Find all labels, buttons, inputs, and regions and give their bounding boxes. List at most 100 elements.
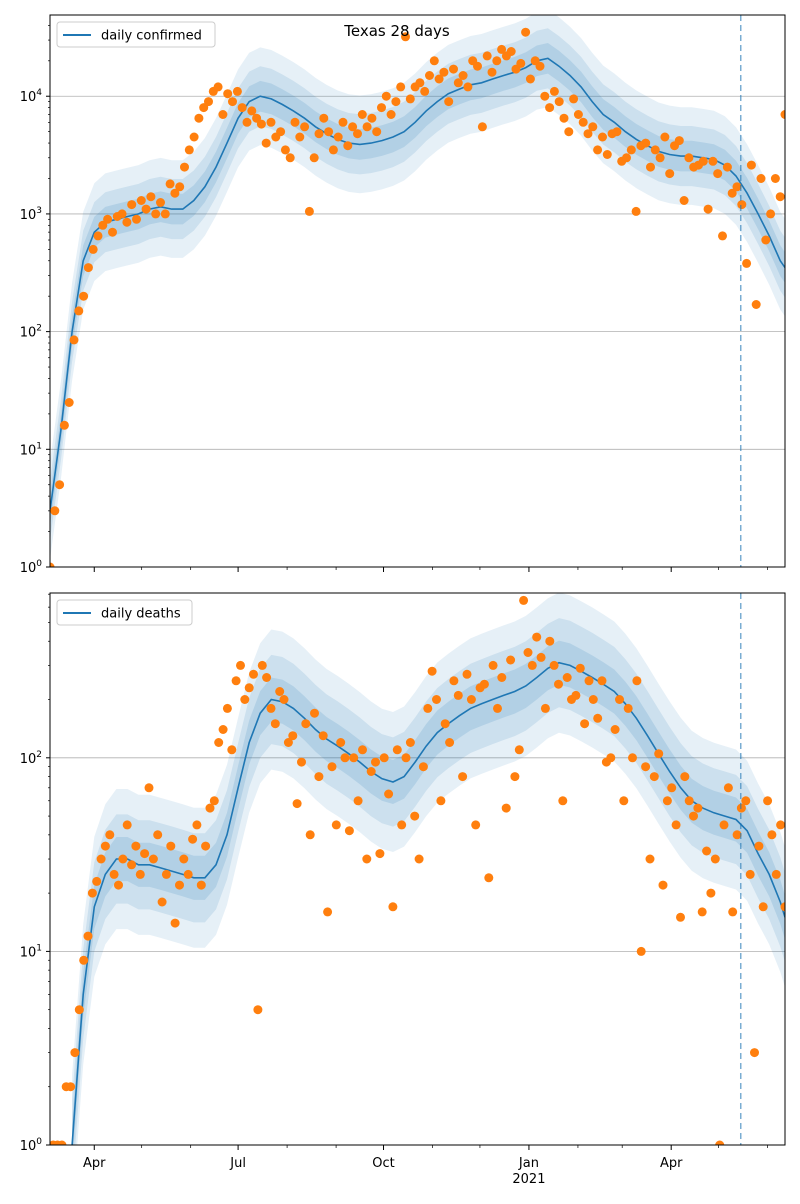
- data-point: [50, 506, 60, 516]
- data-point: [598, 132, 607, 142]
- confidence-band: [72, 640, 785, 1145]
- y-tick-label: 101: [20, 441, 42, 458]
- data-point: [98, 220, 108, 230]
- data-point: [770, 174, 780, 183]
- data-point: [493, 703, 502, 713]
- data-point: [309, 153, 319, 163]
- data-point: [256, 119, 266, 129]
- data-point: [160, 209, 170, 219]
- x-tick-year-label: 2021: [512, 1172, 545, 1187]
- data-point: [218, 725, 228, 734]
- data-point: [719, 820, 729, 830]
- data-point: [658, 880, 668, 890]
- data-point: [514, 745, 524, 755]
- data-point: [758, 902, 768, 912]
- data-point: [105, 830, 115, 840]
- data-point: [70, 1048, 80, 1058]
- y-tick-exponent: 3: [36, 206, 42, 216]
- data-point: [545, 636, 555, 646]
- data-point: [453, 78, 463, 88]
- data-point: [593, 145, 603, 155]
- data-point: [540, 703, 550, 713]
- data-point: [780, 902, 785, 912]
- data-point: [742, 258, 752, 268]
- data-point: [188, 834, 198, 844]
- data-point: [684, 153, 694, 163]
- data-point: [432, 695, 441, 704]
- data-point: [750, 1048, 759, 1058]
- data-point: [199, 103, 209, 113]
- data-point: [497, 44, 507, 54]
- data-point: [331, 820, 341, 830]
- data-point: [304, 206, 314, 216]
- data-point: [578, 117, 588, 127]
- data-point: [703, 204, 713, 214]
- data-point: [314, 129, 324, 139]
- data-point: [297, 757, 306, 767]
- data-point: [754, 841, 764, 851]
- data-point: [423, 703, 433, 713]
- data-point: [189, 132, 199, 142]
- x-tick-label: Jan: [518, 1156, 539, 1171]
- data-point: [285, 153, 295, 163]
- data-point: [266, 117, 276, 127]
- y-tick-base: 10: [20, 945, 37, 960]
- data-point: [358, 745, 367, 755]
- data-point: [109, 869, 119, 879]
- data-point: [521, 27, 531, 37]
- data-point: [593, 713, 603, 723]
- data-point: [583, 129, 593, 139]
- legend-label: daily confirmed: [101, 29, 202, 44]
- data-point: [492, 56, 502, 66]
- data-point: [122, 820, 132, 830]
- data-point: [336, 738, 346, 747]
- data-point: [715, 1140, 725, 1145]
- data-point: [584, 676, 594, 686]
- data-point: [436, 796, 446, 806]
- data-point: [471, 820, 481, 830]
- data-point: [477, 122, 487, 132]
- y-tick-label: 100: [20, 559, 43, 576]
- data-point: [93, 231, 103, 241]
- data-point: [340, 753, 350, 763]
- data-point: [626, 145, 636, 155]
- data-point: [201, 841, 211, 851]
- data-point: [497, 673, 507, 682]
- y-tick-exponent: 0: [36, 1137, 42, 1147]
- data-point: [573, 110, 583, 119]
- y-tick-exponent: 0: [36, 559, 42, 569]
- data-point: [523, 648, 533, 657]
- data-point: [622, 153, 631, 163]
- data-point: [564, 127, 574, 137]
- data-point: [396, 82, 406, 92]
- data-point: [540, 91, 550, 101]
- data-point: [74, 1005, 84, 1015]
- y-tick-exponent: 1: [36, 441, 42, 451]
- y-tick-base: 10: [20, 1139, 37, 1154]
- data-point: [562, 673, 572, 682]
- data-point: [453, 690, 463, 700]
- data-point: [103, 214, 113, 224]
- data-point: [697, 907, 707, 917]
- data-point: [619, 796, 629, 806]
- x-tick-label: Jul: [229, 1156, 246, 1171]
- chart-title: Texas 28 days: [343, 22, 450, 40]
- data-point: [654, 749, 664, 759]
- data-point: [397, 820, 407, 830]
- data-point: [440, 719, 450, 729]
- data-point: [270, 719, 280, 729]
- data-point: [767, 830, 777, 840]
- data-point: [100, 841, 110, 851]
- data-point: [391, 97, 401, 107]
- data-point: [366, 767, 376, 776]
- data-point: [449, 676, 459, 686]
- data-point: [713, 169, 723, 179]
- data-point: [344, 826, 354, 836]
- x-tick-label: Oct: [372, 1156, 394, 1171]
- y-tick-base: 10: [20, 208, 37, 223]
- data-point: [615, 695, 624, 704]
- data-point: [141, 204, 151, 214]
- data-point: [646, 162, 655, 172]
- data-point: [353, 796, 363, 806]
- data-point: [194, 113, 204, 123]
